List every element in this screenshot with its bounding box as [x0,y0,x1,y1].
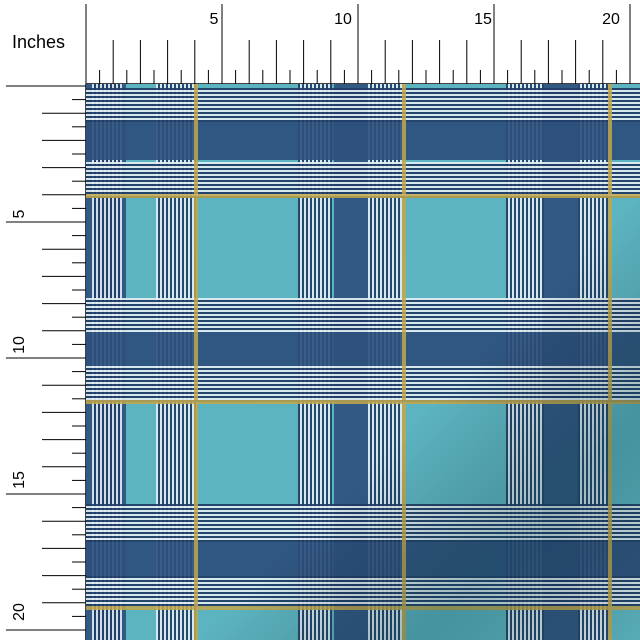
fabric-shading [86,84,640,640]
left-ruler-label-20: 20 [11,603,28,621]
left-ruler-label-5: 5 [11,209,28,218]
top-ruler-label-15: 15 [474,11,492,28]
plaid-fabric-swatch [86,84,640,640]
top-ruler: 5 10 15 20 [0,0,640,84]
top-ruler-label-5: 5 [210,11,219,28]
left-ruler: 5 10 15 20 [0,84,86,640]
top-ruler-label-10: 10 [334,11,352,28]
left-ruler-label-10: 10 [11,336,28,354]
unit-label: Inches [12,32,66,52]
top-ruler-label-20: 20 [602,11,620,28]
left-ruler-label-15: 15 [11,471,28,489]
